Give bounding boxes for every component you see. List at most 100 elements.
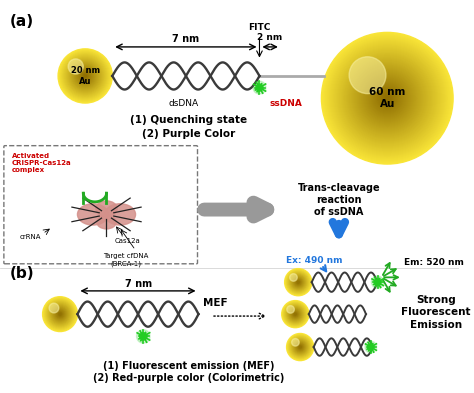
Circle shape — [76, 67, 94, 84]
Circle shape — [139, 332, 147, 340]
Circle shape — [292, 310, 299, 318]
Circle shape — [253, 81, 266, 94]
Text: (1) Quenching state: (1) Quenching state — [130, 116, 247, 125]
Circle shape — [68, 59, 103, 94]
Circle shape — [293, 340, 307, 354]
Circle shape — [82, 72, 89, 80]
Circle shape — [61, 52, 109, 100]
Circle shape — [73, 63, 98, 88]
Circle shape — [287, 306, 294, 313]
Circle shape — [339, 50, 436, 147]
Circle shape — [56, 310, 64, 318]
Circle shape — [45, 299, 75, 330]
Circle shape — [287, 270, 310, 294]
Circle shape — [372, 83, 403, 114]
Circle shape — [57, 311, 63, 317]
Circle shape — [292, 311, 298, 317]
Circle shape — [290, 309, 301, 320]
Circle shape — [330, 41, 445, 155]
Circle shape — [356, 67, 418, 129]
Circle shape — [370, 81, 405, 116]
Circle shape — [379, 90, 396, 107]
Circle shape — [63, 54, 108, 98]
Text: of ssDNA: of ssDNA — [314, 206, 364, 217]
Circle shape — [349, 57, 386, 94]
Circle shape — [331, 42, 443, 154]
Circle shape — [293, 277, 303, 287]
Text: (2) Red-purple color (Colorimetric): (2) Red-purple color (Colorimetric) — [93, 373, 284, 383]
Circle shape — [346, 57, 429, 140]
Circle shape — [137, 330, 150, 343]
Circle shape — [376, 86, 399, 110]
Circle shape — [385, 96, 389, 100]
Circle shape — [359, 70, 415, 126]
Text: dsDNA: dsDNA — [169, 99, 199, 108]
Ellipse shape — [96, 201, 117, 217]
Text: Fluorescent: Fluorescent — [401, 307, 470, 317]
Circle shape — [383, 94, 391, 102]
Text: reaction: reaction — [316, 195, 362, 205]
Circle shape — [341, 52, 434, 145]
Circle shape — [382, 92, 393, 104]
Circle shape — [356, 66, 419, 130]
Circle shape — [285, 303, 306, 325]
Circle shape — [337, 48, 438, 149]
Circle shape — [49, 303, 71, 325]
Circle shape — [282, 301, 309, 328]
Circle shape — [287, 305, 304, 323]
Circle shape — [84, 75, 86, 77]
Circle shape — [292, 339, 308, 355]
Circle shape — [59, 313, 61, 315]
Circle shape — [357, 68, 417, 128]
Circle shape — [380, 90, 395, 106]
Circle shape — [46, 299, 74, 329]
Text: 20 nm
Au: 20 nm Au — [71, 66, 100, 86]
Circle shape — [52, 307, 68, 322]
Circle shape — [366, 77, 409, 119]
Circle shape — [55, 309, 65, 319]
Text: (a): (a) — [9, 14, 34, 29]
Circle shape — [329, 40, 446, 156]
Circle shape — [46, 301, 73, 328]
Circle shape — [65, 56, 106, 96]
Circle shape — [290, 274, 297, 281]
FancyBboxPatch shape — [4, 146, 198, 264]
Circle shape — [323, 34, 451, 162]
Circle shape — [296, 343, 304, 351]
Circle shape — [350, 61, 424, 135]
Circle shape — [349, 61, 425, 136]
Circle shape — [75, 66, 95, 86]
Circle shape — [289, 336, 312, 359]
Circle shape — [68, 59, 83, 74]
Circle shape — [374, 84, 401, 112]
Circle shape — [371, 82, 404, 115]
Circle shape — [294, 278, 302, 286]
Circle shape — [334, 45, 440, 151]
Circle shape — [324, 35, 450, 161]
Circle shape — [51, 305, 69, 323]
Circle shape — [374, 279, 381, 286]
Circle shape — [286, 305, 305, 324]
Circle shape — [53, 307, 67, 321]
Circle shape — [43, 297, 77, 332]
Text: (1) Fluorescent emission (MEF): (1) Fluorescent emission (MEF) — [103, 362, 274, 371]
Circle shape — [49, 303, 59, 313]
Circle shape — [64, 55, 107, 97]
Circle shape — [47, 301, 73, 327]
Circle shape — [368, 79, 407, 118]
Circle shape — [77, 68, 93, 84]
Circle shape — [322, 33, 452, 163]
Circle shape — [78, 69, 92, 83]
Circle shape — [354, 64, 421, 132]
Circle shape — [326, 37, 448, 159]
Text: Activated
CRISPR-Cas12a
complex: Activated CRISPR-Cas12a complex — [12, 153, 71, 173]
Circle shape — [74, 65, 96, 86]
Circle shape — [367, 344, 374, 350]
Circle shape — [386, 97, 388, 99]
Circle shape — [355, 65, 420, 131]
Circle shape — [364, 75, 410, 121]
Circle shape — [299, 346, 301, 348]
Text: (2) Purple Color: (2) Purple Color — [142, 129, 236, 139]
Circle shape — [298, 345, 302, 349]
Circle shape — [335, 46, 439, 151]
